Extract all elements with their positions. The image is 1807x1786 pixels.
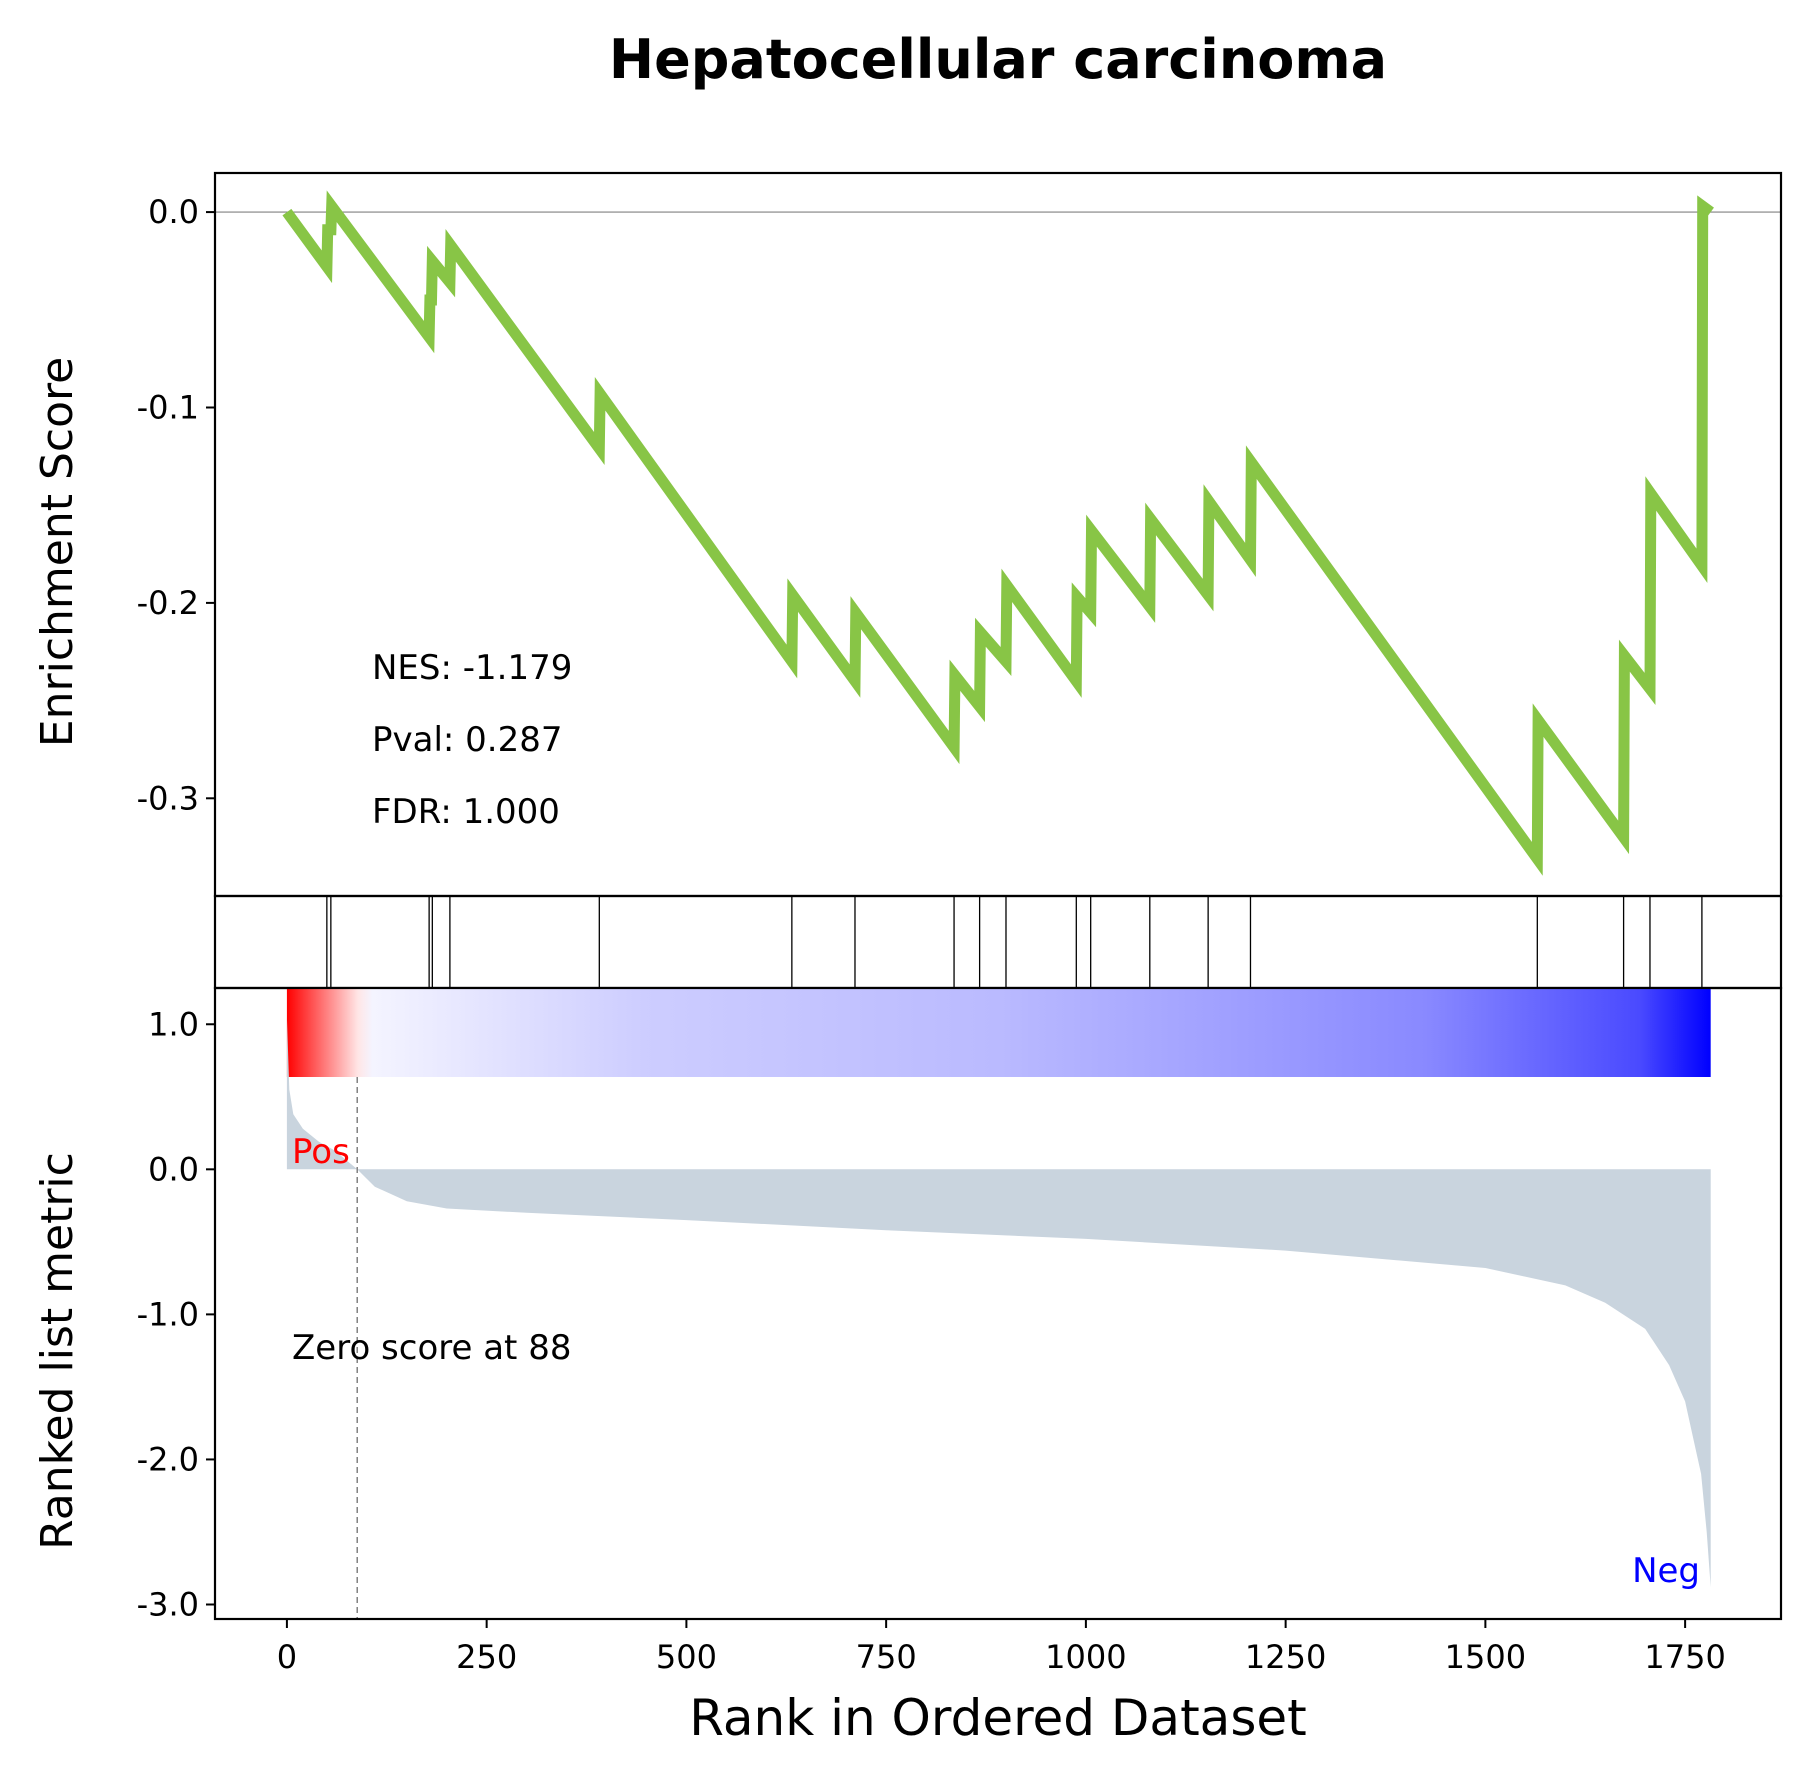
x-tick-label: 1250 <box>1245 1638 1326 1676</box>
ranked-panel: Pos Neg Zero score at 88 1.0 0.0 -1.0 -2.0 -… <box>32 986 1783 1623</box>
hit-ticks <box>326 896 1703 988</box>
x-tick-label: 1500 <box>1445 1638 1526 1676</box>
x-tick-label: 0 <box>277 1638 297 1676</box>
ranked-panel-frame <box>213 986 1783 1621</box>
ranked-y-tick-label: 0.0 <box>148 1150 199 1188</box>
ranked-y-label: Ranked list metric <box>32 1152 83 1550</box>
es-y-tick-label: -0.3 <box>137 779 199 817</box>
ranked-y-tick-label: -2.0 <box>137 1440 199 1478</box>
es-y-label: Enrichment Score <box>32 357 83 747</box>
ranked-metric-area <box>286 1017 1711 1588</box>
chart-title: Hepatocellular carcinoma <box>609 28 1387 91</box>
pval-stat: Pval: 0.287 <box>372 720 563 760</box>
es-y-axis: 0.0 -0.1 -0.2 -0.3 <box>137 193 215 817</box>
x-tick-label: 1750 <box>1644 1638 1725 1676</box>
es-y-tick-label: 0.0 <box>148 193 199 231</box>
nes-stat: NES: -1.179 <box>372 648 572 688</box>
x-tick-label: 500 <box>656 1638 717 1676</box>
neg-label: Neg <box>1632 1551 1700 1591</box>
x-tick-label: 750 <box>856 1638 917 1676</box>
zero-score-annotation: Zero score at 88 <box>292 1328 571 1368</box>
x-tick-label: 1000 <box>1045 1638 1126 1676</box>
fdr-stat: FDR: 1.000 <box>372 792 560 832</box>
enrichment-score-line <box>282 190 1714 876</box>
hits-panel <box>213 894 1783 990</box>
ranked-y-tick-label: -1.0 <box>137 1295 199 1333</box>
ranked-y-axis: 1.0 0.0 -1.0 -2.0 -3.0 <box>137 1005 215 1623</box>
x-axis: 0 250 500 750 1000 1250 1500 1750 <box>277 1619 1726 1676</box>
rank-heatmap-strip <box>286 988 1711 1077</box>
x-axis-label: Rank in Ordered Dataset <box>689 1689 1306 1747</box>
enrichment-panel: 0.0-0.1-0.2-0.3 NES: -1.179 Pval: 0.287 … <box>32 171 1783 898</box>
es-y-tick-label: -0.2 <box>137 584 199 622</box>
ranked-y-tick-label: -3.0 <box>137 1585 199 1623</box>
ranked-y-tick-label: 1.0 <box>148 1005 199 1043</box>
es-y-tick-label: -0.1 <box>137 388 199 426</box>
pos-label: Pos <box>292 1132 350 1172</box>
x-tick-label: 250 <box>456 1638 517 1676</box>
